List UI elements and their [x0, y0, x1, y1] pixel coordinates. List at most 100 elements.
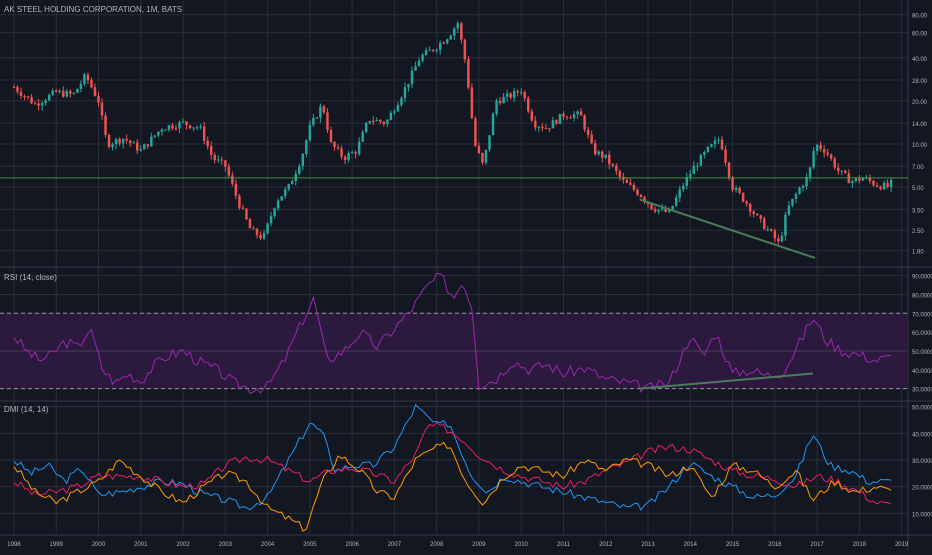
candle-body — [30, 97, 33, 104]
candle-body — [794, 193, 798, 199]
candle-body — [255, 228, 259, 236]
candle-body — [449, 35, 452, 40]
candle-body — [72, 92, 76, 94]
time-tick-label: 2009 — [472, 542, 486, 548]
candle-body — [417, 60, 421, 67]
candle-body — [685, 177, 689, 186]
candle-body — [143, 144, 146, 150]
candle-body — [287, 184, 290, 190]
candle-body — [537, 126, 541, 128]
candle-body — [755, 214, 759, 216]
candle-body — [407, 84, 410, 88]
candle-body — [868, 177, 872, 181]
candle-body — [558, 113, 562, 124]
candle-body — [410, 70, 414, 85]
candle-body — [47, 94, 51, 101]
candle-body — [604, 154, 607, 158]
candle-body — [664, 208, 667, 212]
rsi-tick-label: 80.0000 — [912, 293, 932, 299]
candle-body — [555, 120, 558, 124]
candle-body — [213, 154, 216, 160]
candle-body — [801, 186, 805, 188]
price-tick-label: 28.00 — [912, 79, 928, 85]
candle-body — [586, 129, 590, 135]
rsi-tick-label: 50.0000 — [912, 350, 932, 356]
candle-body — [83, 74, 86, 84]
rsi-tick-label: 30.0000 — [912, 388, 932, 394]
candle-body — [509, 93, 512, 98]
candle-body — [386, 119, 389, 124]
candle-body — [231, 175, 234, 184]
candle-body — [745, 201, 748, 204]
candle-body — [269, 216, 273, 224]
candle-body — [815, 144, 819, 152]
candle-body — [512, 91, 516, 98]
candle-body — [565, 116, 569, 118]
candle-body — [90, 79, 93, 88]
rsi-tick-label: 70.0000 — [912, 312, 932, 318]
candle-body — [174, 128, 178, 130]
candle-body — [456, 23, 460, 29]
candle-body — [389, 112, 393, 120]
candle-body — [379, 119, 382, 122]
candle-body — [844, 170, 847, 174]
dmi_plus-line — [13, 403, 892, 511]
time-tick-label: 2011 — [557, 542, 571, 548]
candle-body — [551, 120, 555, 129]
candle-body — [699, 154, 703, 166]
candle-body — [446, 39, 449, 44]
candle-body — [220, 159, 224, 161]
candle-body — [322, 106, 326, 113]
candle-body — [872, 180, 875, 186]
candle-body — [682, 185, 685, 190]
candle-body — [837, 167, 840, 172]
candle-body — [76, 88, 79, 93]
candle-body — [238, 195, 241, 208]
time-tick-label: 2006 — [345, 542, 359, 548]
time-tick-label: 2019 — [895, 542, 909, 548]
candle-body — [854, 178, 858, 182]
candle-body — [62, 90, 65, 97]
candle-body — [766, 229, 770, 231]
candles — [12, 20, 893, 245]
candle-body — [463, 39, 467, 60]
candle-body — [519, 92, 523, 94]
candle-body — [791, 198, 794, 206]
candle-body — [178, 122, 181, 129]
time-tick-label: 2003 — [219, 542, 233, 548]
candle-body — [787, 205, 791, 215]
candle-body — [840, 170, 844, 172]
candle-body — [488, 135, 491, 150]
candle-body — [692, 165, 696, 174]
candle-body — [54, 90, 58, 92]
candle-body — [340, 148, 343, 157]
candle-body — [569, 117, 572, 119]
candle-body — [167, 125, 171, 130]
candle-body — [879, 186, 882, 190]
rsi-tick-label: 60.0000 — [912, 331, 932, 337]
candle-body — [808, 167, 812, 178]
time-tick-label: 2012 — [599, 542, 613, 548]
candle-body — [822, 149, 826, 153]
candle-body — [266, 223, 269, 234]
candle-body — [491, 113, 495, 136]
rsi-tick-label: 40.0000 — [912, 369, 932, 375]
candle-body — [467, 59, 470, 88]
candle-body — [706, 146, 710, 152]
candle-body — [703, 151, 706, 155]
candle-body — [819, 144, 822, 150]
candle-body — [660, 208, 664, 210]
candle-body — [717, 139, 720, 141]
candle-body — [276, 200, 280, 209]
candle-body — [583, 115, 586, 130]
candle-body — [763, 218, 766, 230]
candle-body — [354, 152, 357, 154]
candle-body — [597, 151, 600, 155]
candle-body — [882, 182, 886, 190]
candle-body — [192, 127, 195, 129]
candle-body — [301, 154, 305, 167]
candle-body — [372, 120, 375, 122]
candle-body — [241, 207, 245, 209]
